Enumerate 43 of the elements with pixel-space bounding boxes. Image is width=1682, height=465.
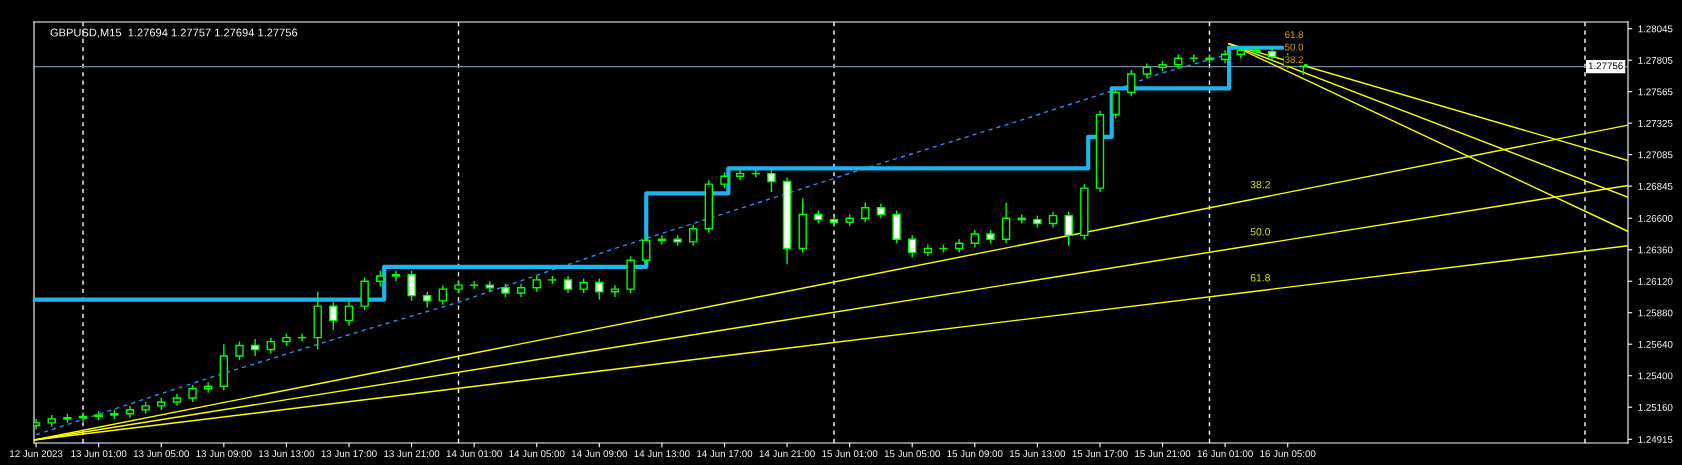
- x-tick-label: 15 Jun 05:00: [884, 450, 940, 458]
- y-tick-label: 1.26845: [1638, 182, 1673, 190]
- x-tick-label: 13 Jun 13:00: [259, 450, 315, 458]
- x-tick-label: 13 Jun 21:00: [384, 450, 440, 458]
- x-tick-label: 15 Jun 13:00: [1010, 450, 1066, 458]
- y-tick-label: 1.26600: [1638, 215, 1673, 222]
- ref-line-label: 1.27756: [1588, 62, 1623, 70]
- annotation: 50.0: [1250, 228, 1271, 236]
- y-tick-label: 1.25880: [1638, 309, 1673, 317]
- annotation: 61.8: [1285, 31, 1304, 39]
- x-tick-label: 16 Jun 05:00: [1260, 450, 1316, 458]
- x-tick-label: 13 Jun 01:00: [71, 450, 127, 458]
- x-tick-label: 13 Jun 09:00: [196, 450, 252, 458]
- annotation: 38.2: [1284, 56, 1304, 64]
- x-tick-label: 13 Jun 17:00: [321, 450, 377, 458]
- text: GBPUSD,M15 1.27694 1.27757 1.27694 1.27756: [50, 28, 298, 38]
- x-tick-label: 13 Jun 05:00: [133, 450, 189, 458]
- y-tick-label: 1.25640: [1638, 340, 1673, 348]
- y-tick-label: 1.27325: [1638, 119, 1673, 127]
- x-tick-label: 14 Jun 21:00: [759, 450, 815, 458]
- x-tick-label: 12 Jun 2023: [10, 450, 63, 458]
- x-tick-label: 15 Jun 09:00: [947, 450, 1003, 458]
- y-tick-label: 1.25400: [1638, 372, 1673, 380]
- y-tick-label: 1.27085: [1638, 151, 1673, 159]
- x-tick-label: 15 Jun 17:00: [1072, 450, 1128, 458]
- x-tick-label: 15 Jun 01:00: [822, 450, 878, 458]
- x-tick-label: 15 Jun 21:00: [1135, 450, 1191, 458]
- y-tick-label: 1.27805: [1638, 56, 1673, 64]
- x-tick-label: 14 Jun 09:00: [571, 450, 628, 458]
- annotation: 38.2: [1250, 180, 1270, 189]
- y-tick-label: 1.25160: [1638, 403, 1673, 411]
- y-tick-label: 1.28045: [1638, 25, 1673, 33]
- annotation: 50.0: [1284, 43, 1304, 51]
- annotation: 61.8: [1250, 274, 1271, 282]
- y-tick-label: 1.27565: [1638, 88, 1673, 96]
- y-tick-label: 1.26360: [1638, 246, 1673, 254]
- x-tick-label: 16 Jun 01:00: [1197, 450, 1253, 458]
- x-tick-label: 14 Jun 01:00: [446, 450, 502, 458]
- x-tick-label: 14 Jun 17:00: [697, 450, 753, 458]
- y-tick-label: 1.26120: [1638, 277, 1673, 285]
- x-tick-label: 14 Jun 13:00: [634, 450, 690, 458]
- x-tick-label: 14 Jun 05:00: [509, 450, 565, 458]
- y-tick-label: 1.24915: [1638, 436, 1673, 443]
